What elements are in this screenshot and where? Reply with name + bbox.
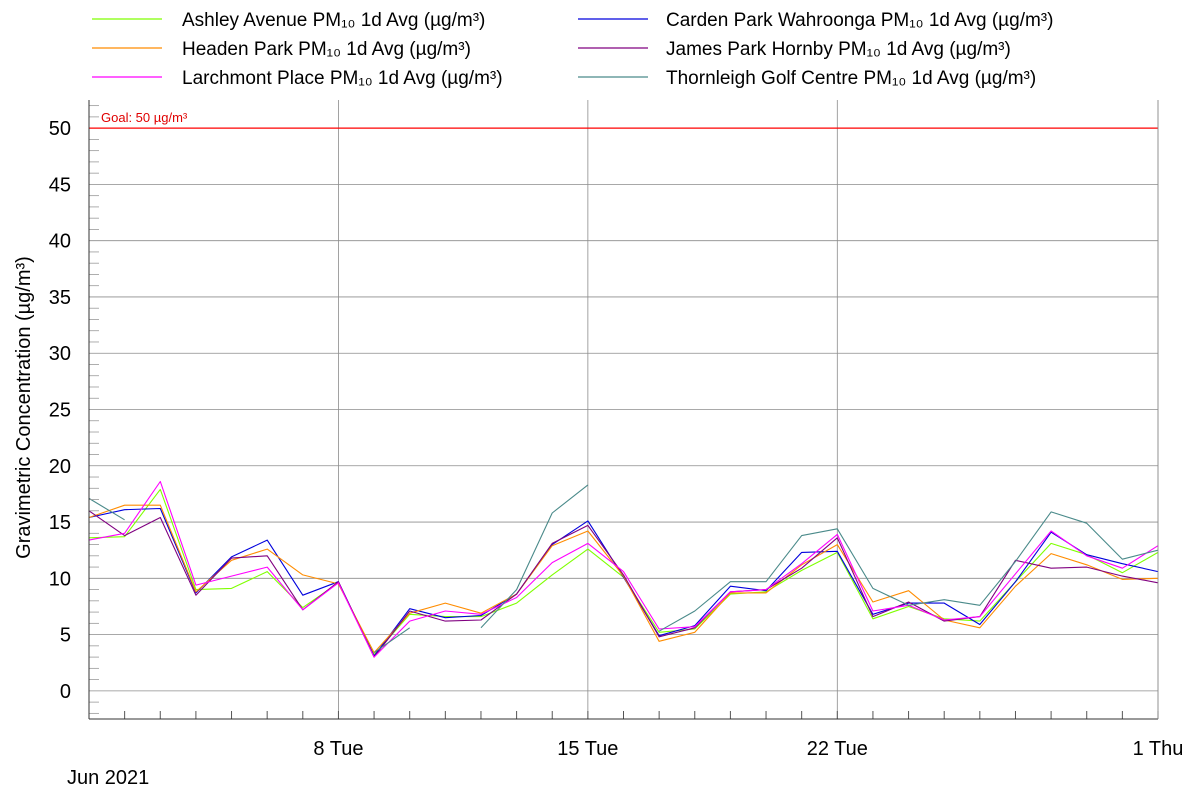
- legend-label-3: James Park Hornby PM₁₀ 1d Avg (µg/m³): [666, 39, 1011, 60]
- series-line-2: [88, 504, 1159, 654]
- legend-label-4: Larchmont Place PM₁₀ 1d Avg (µg/m³): [182, 68, 503, 89]
- legend-label-5: Thornleigh Golf Centre PM₁₀ 1d Avg (µg/m…: [666, 68, 1036, 89]
- y-tick-label: 25: [49, 400, 71, 422]
- chart-grid: [89, 100, 1159, 719]
- y-tick-label: 0: [60, 681, 71, 703]
- y-tick-label: 20: [49, 456, 71, 478]
- y-tick-label: 40: [49, 231, 71, 253]
- series-line-4: [88, 480, 1159, 658]
- y-tick-label: 30: [49, 343, 71, 365]
- series-line-5: [88, 484, 1159, 654]
- legend-label-0: Ashley Avenue PM₁₀ 1d Avg (µg/m³): [182, 10, 485, 31]
- y-tick-label: 50: [49, 118, 71, 140]
- y-axis-title: Gravimetric Concentration (µg/m³): [13, 256, 35, 559]
- y-tick-label: 10: [49, 568, 71, 590]
- legend-label-1: Carden Park Wahroonga PM₁₀ 1d Avg (µg/m³…: [666, 10, 1053, 31]
- x-tick-label: 1 Thu: [1133, 738, 1184, 760]
- y-tick-label: 45: [49, 174, 71, 196]
- x-axis-month-label: Jun 2021: [67, 767, 149, 789]
- goal-label: Goal: 50 µg/m³: [101, 110, 188, 125]
- chart-legend: Ashley Avenue PM₁₀ 1d Avg (µg/m³) Carden …: [92, 10, 1053, 89]
- legend-label-2: Headen Park PM₁₀ 1d Avg (µg/m³): [182, 39, 471, 60]
- x-tick-label: 8 Tue: [313, 738, 363, 760]
- x-tick-label: 22 Tue: [807, 738, 868, 760]
- y-tick-label: 15: [49, 512, 71, 534]
- x-tick-label: 15 Tue: [557, 738, 618, 760]
- y-tick-label: 35: [49, 287, 71, 309]
- chart-axes: 0 5 10 15 20 25 30 35 40 45 50 8 Tue 15 Tue 22 Tue 1 T…: [49, 100, 1184, 760]
- chart-series: [88, 480, 1159, 658]
- y-tick-label: 5: [60, 625, 71, 647]
- goal-line-group: Goal: 50 µg/m³: [89, 110, 1158, 129]
- series-line-1: [88, 507, 1159, 657]
